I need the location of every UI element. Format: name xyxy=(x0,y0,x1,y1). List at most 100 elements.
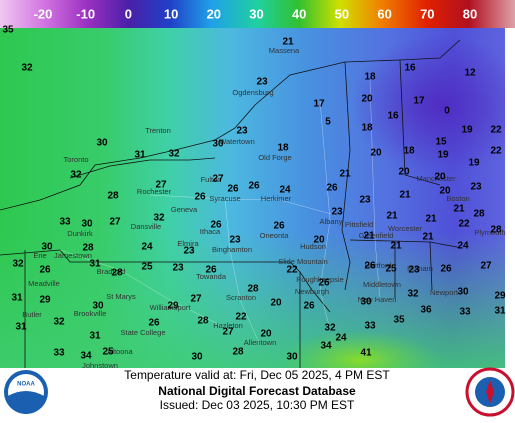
color-bar-label: 50 xyxy=(335,6,349,21)
temperature-label: 30 xyxy=(286,352,298,363)
place-label: Worcester xyxy=(388,224,423,233)
temperature-label: 17 xyxy=(313,99,325,110)
temperature-label: 30 xyxy=(81,219,93,230)
temperature-label: 31 xyxy=(89,331,101,342)
temperature-label: 26 xyxy=(210,220,222,231)
temperature-label: 23 xyxy=(183,246,195,257)
place-label: Erie xyxy=(33,251,46,260)
temperature-label: 33 xyxy=(459,307,471,318)
place-label: Albany xyxy=(320,217,343,226)
temperature-label: 30 xyxy=(457,287,469,298)
place-label: Allentown xyxy=(244,338,277,347)
temperature-label: 35 xyxy=(393,315,405,326)
temperature-label: 32 xyxy=(70,170,82,181)
place-label: Syracuse xyxy=(209,194,240,203)
place-label: Bradford xyxy=(97,267,126,276)
temperature-labels: 35 32 21 23 18 16 12 20 17 17 0 16 5 18 19 30 31 32 30 23 18… xyxy=(2,25,506,363)
color-bar-label: -10 xyxy=(76,6,95,21)
place-label: Boston xyxy=(446,194,469,203)
place-label: New Haven xyxy=(358,295,397,304)
temperature-label: 24 xyxy=(335,333,347,344)
place-label: Johnstown xyxy=(82,361,118,370)
temperature-label: 21 xyxy=(453,204,465,215)
edge xyxy=(505,28,515,368)
temperature-label: 28 xyxy=(111,268,123,279)
footer-background xyxy=(0,368,515,418)
place-label: Dansville xyxy=(131,222,161,231)
temperature-label: 28 xyxy=(107,191,119,202)
temperature-label: 27 xyxy=(109,217,121,228)
product-title: National Digital Forecast Database xyxy=(158,384,356,398)
place-label: Toronto xyxy=(63,155,88,164)
temperature-label: 33 xyxy=(53,348,65,359)
temperature-label: 26 xyxy=(39,265,51,276)
issued-time: Issued: Dec 03 2025, 10:30 PM EST xyxy=(160,398,355,412)
temperature-label: 32 xyxy=(168,149,180,160)
temperature-label: 29 xyxy=(39,295,51,306)
temperature-label: 21 xyxy=(386,211,398,222)
temperature-label: 26 xyxy=(148,318,160,329)
temperature-label: 23 xyxy=(408,265,420,276)
place-label: Altoona xyxy=(107,347,133,356)
temperature-label: 29 xyxy=(167,301,179,312)
temperature-label: 22 xyxy=(490,146,502,157)
temperature-label: 26 xyxy=(194,192,206,203)
temperature-label: 16 xyxy=(387,111,399,122)
temperature-label: 26 xyxy=(248,181,260,192)
place-label: Ogdensburg xyxy=(232,88,273,97)
temperature-label: 20 xyxy=(439,186,451,197)
place-label: Slide Mountain xyxy=(278,257,328,266)
temperature-label: 19 xyxy=(461,125,473,136)
temperature-label: 28 xyxy=(473,209,485,220)
temperature-label: 32 xyxy=(407,289,419,300)
place-label: Rochester xyxy=(137,187,172,196)
color-bar-labels: -20 -10 0 10 20 30 40 50 60 70 80 xyxy=(34,6,478,21)
place-label: Fulton xyxy=(201,175,222,184)
temperature-label: 22 xyxy=(490,125,502,136)
place-label: Newport xyxy=(430,288,459,297)
temperature-label: 20 xyxy=(434,172,446,183)
temperature-label: 18 xyxy=(403,146,415,157)
temperature-label: 21 xyxy=(363,231,375,242)
temperature-label: 26 xyxy=(364,261,376,272)
color-bar-label: 10 xyxy=(164,6,178,21)
temperature-label: 31 xyxy=(134,150,146,161)
place-label: Binghamton xyxy=(212,245,252,254)
temperature-label: 20 xyxy=(270,298,282,309)
color-bar-label: 80 xyxy=(463,6,477,21)
temperature-label: 32 xyxy=(153,213,165,224)
temperature-label: 26 xyxy=(205,265,217,276)
place-label: Brookville xyxy=(74,309,107,318)
temperature-label: 23 xyxy=(256,77,268,88)
temperature-label: 21 xyxy=(425,214,437,225)
place-label: Williamsport xyxy=(150,303,192,312)
place-label: Old Forge xyxy=(258,153,291,162)
temperature-label: 26 xyxy=(440,264,452,275)
place-label: Putnam xyxy=(407,264,433,273)
temperature-label: 32 xyxy=(53,317,65,328)
temperature-label: 30 xyxy=(96,138,108,149)
place-label: Meadville xyxy=(28,279,60,288)
place-label: Butler xyxy=(22,310,42,319)
temperature-label: 28 xyxy=(247,284,259,295)
color-bar-label: 70 xyxy=(420,6,434,21)
color-bar-label: 0 xyxy=(125,6,132,21)
place-label: Dunkirk xyxy=(67,229,93,238)
temperature-label: 22 xyxy=(235,312,247,323)
temperature-label: 23 xyxy=(359,195,371,206)
temperature-label: 18 xyxy=(277,143,289,154)
temperature-label: 27 xyxy=(155,180,167,191)
temperature-label: 16 xyxy=(404,63,416,74)
temperature-label: 12 xyxy=(464,68,476,79)
temperature-label: 27 xyxy=(190,294,202,305)
temperature-label: 31 xyxy=(89,259,101,270)
temperature-label: 17 xyxy=(413,96,425,107)
temperature-label: 25 xyxy=(385,264,397,275)
place-label: Scranton xyxy=(226,293,256,302)
place-label: Hartford xyxy=(364,261,391,270)
temperature-label: 20 xyxy=(313,235,325,246)
place-label: Geneva xyxy=(171,205,198,214)
temperature-label: 34 xyxy=(80,351,92,362)
temperature-label: 28 xyxy=(197,316,209,327)
